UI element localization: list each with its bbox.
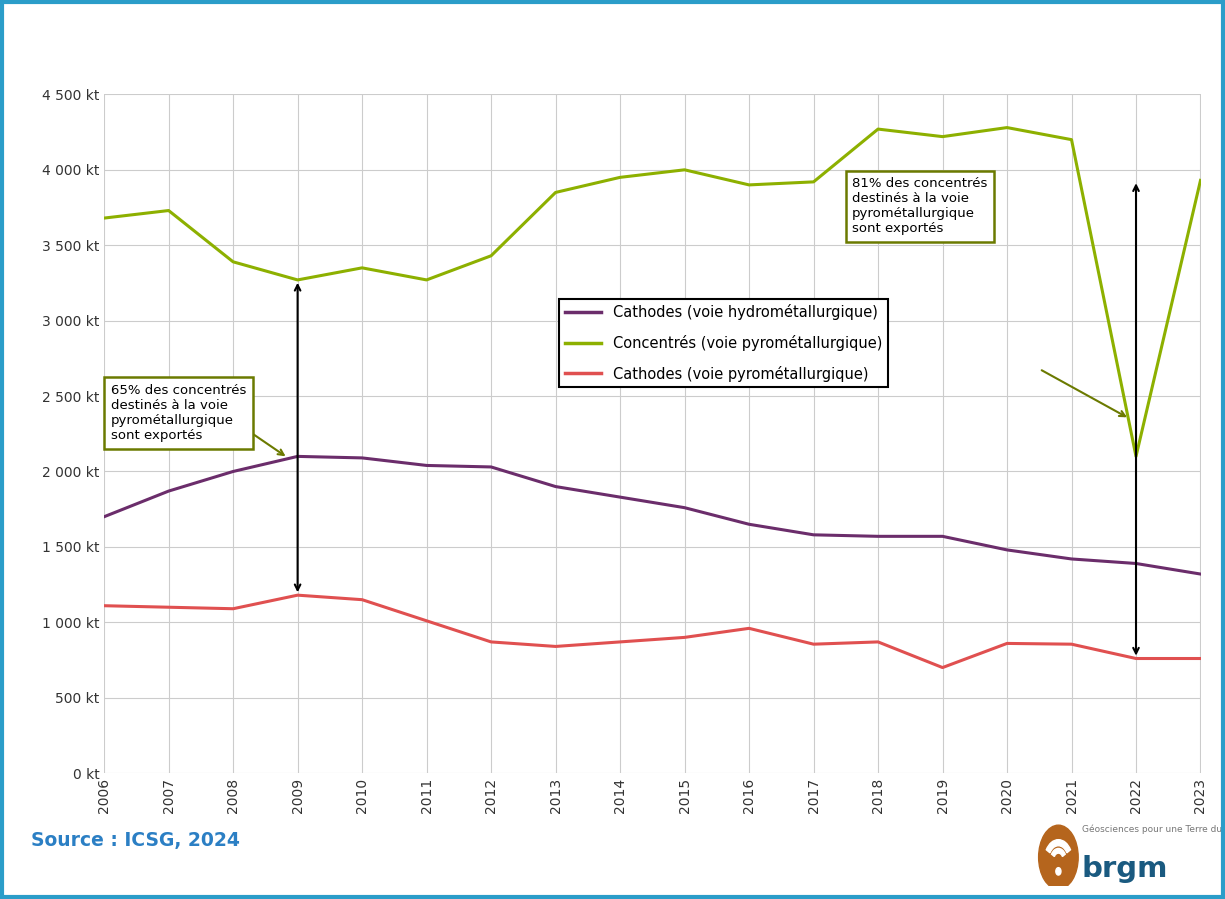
Text: 65% des concentrés
destinés à la voie
pyrométallurgique
sont exportés: 65% des concentrés destinés à la voie py… — [110, 384, 246, 442]
Text: Source : ICSG, 2024: Source : ICSG, 2024 — [31, 831, 240, 850]
Text: brgm: brgm — [1082, 855, 1169, 883]
Circle shape — [1056, 868, 1061, 875]
Text: Géosciences pour une Terre durable: Géosciences pour une Terre durable — [1082, 824, 1225, 834]
Text: Production chilienne de concentrés miniers et de cathodes (voies hydro et pyromé: Production chilienne de concentrés minie… — [15, 30, 1017, 49]
Wedge shape — [1051, 849, 1066, 857]
Ellipse shape — [1039, 825, 1078, 889]
Wedge shape — [1046, 840, 1071, 853]
Legend: Cathodes (voie hydrométallurgique), Concentrés (voie pyrométallurgique), Cathode: Cathodes (voie hydrométallurgique), Conc… — [559, 298, 888, 387]
Text: 81% des concentrés
destinés à la voie
pyrométallurgique
sont exportés: 81% des concentrés destinés à la voie py… — [853, 177, 987, 236]
